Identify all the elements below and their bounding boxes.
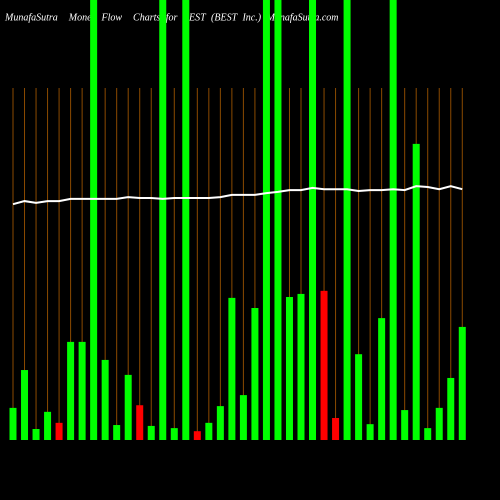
bar xyxy=(67,341,75,440)
bar xyxy=(366,424,374,440)
bar xyxy=(44,411,52,440)
bar xyxy=(458,326,466,440)
bar xyxy=(170,428,178,440)
bar xyxy=(435,407,443,440)
bar xyxy=(332,418,340,440)
bar xyxy=(124,374,132,440)
bar xyxy=(136,405,144,440)
bar xyxy=(147,425,155,440)
money-flow-line xyxy=(12,185,463,206)
bar xyxy=(251,308,259,440)
bar xyxy=(101,359,109,440)
bar xyxy=(90,0,98,440)
bar xyxy=(182,0,190,440)
bar xyxy=(216,406,224,440)
bar xyxy=(274,0,282,440)
bar xyxy=(297,293,305,440)
bar xyxy=(55,422,63,440)
bar xyxy=(309,0,317,440)
bar xyxy=(401,410,409,440)
bar xyxy=(193,431,201,440)
bar xyxy=(343,0,351,440)
chart-title: MunafaSutra Money Flow Charts for BEST (… xyxy=(4,12,339,23)
bar xyxy=(21,370,29,440)
bar xyxy=(78,341,86,440)
bar xyxy=(205,422,213,440)
bar xyxy=(285,297,293,440)
bar xyxy=(447,377,455,440)
bar xyxy=(9,407,17,440)
bar xyxy=(239,395,247,440)
bar xyxy=(262,0,270,440)
bar xyxy=(378,318,386,440)
bar xyxy=(355,354,363,440)
bar xyxy=(320,290,328,440)
bar xyxy=(32,429,40,440)
bar xyxy=(412,143,420,440)
bar xyxy=(113,425,121,440)
bar xyxy=(389,0,397,440)
bar xyxy=(228,297,236,440)
bar xyxy=(159,0,167,440)
bar xyxy=(424,428,432,440)
